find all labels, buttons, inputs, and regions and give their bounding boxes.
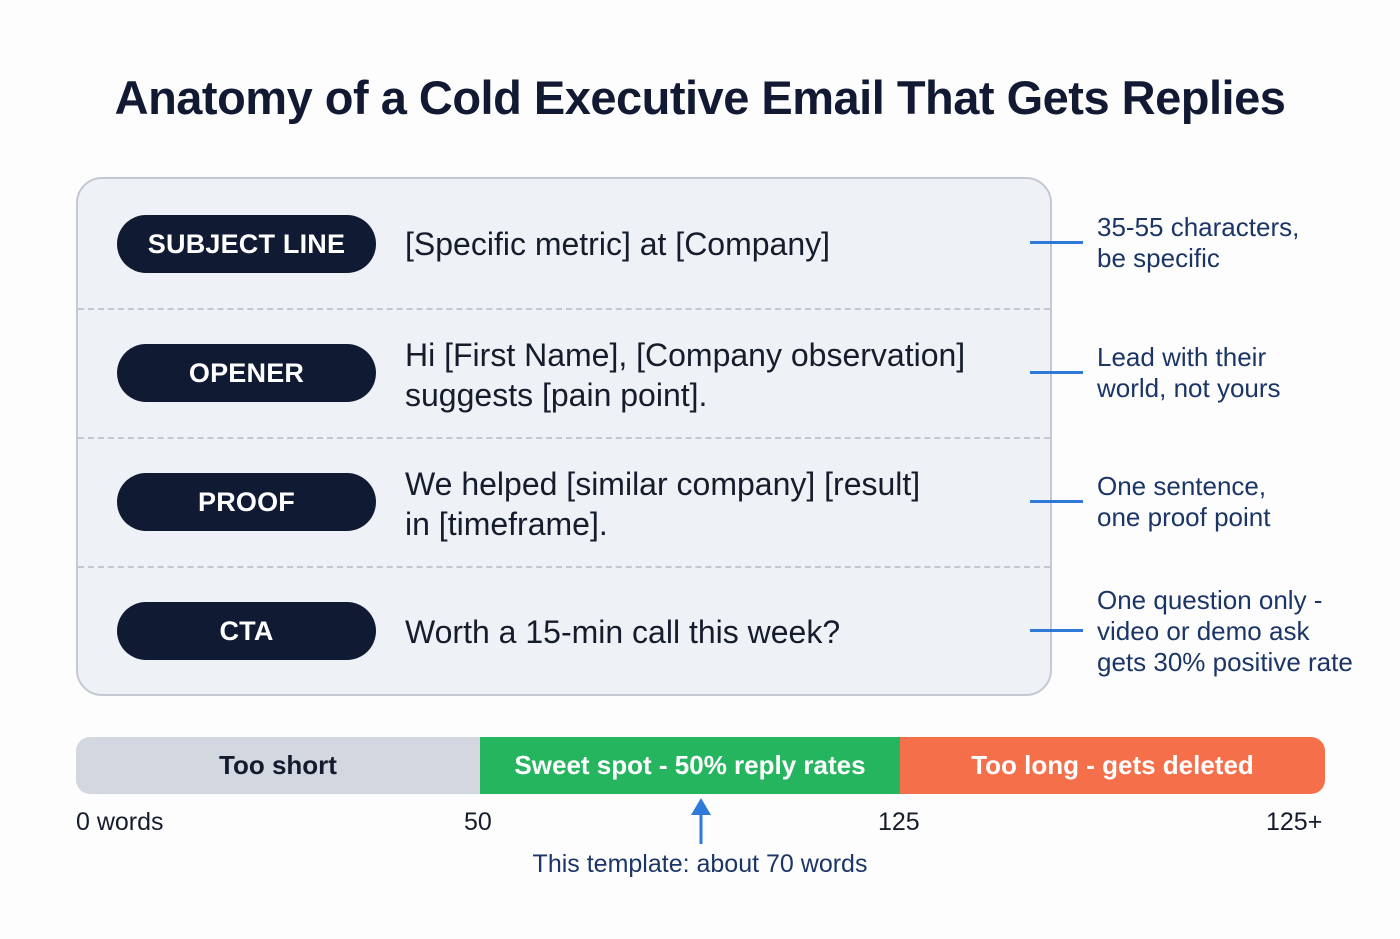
segment-sweet-spot: Sweet spot - 50% reply rates (480, 737, 900, 794)
tick-0-words: 0 words (76, 808, 164, 836)
opener-badge: OPENER (117, 344, 376, 402)
segment-too-long: Too long - gets deleted (900, 737, 1325, 794)
tick-125: 125 (878, 808, 920, 836)
proof-tip: One sentence, one proof point (1097, 471, 1271, 532)
page-title: Anatomy of a Cold Executive Email That G… (114, 71, 1286, 124)
subject-line-text: [Specific metric] at [Company] (405, 226, 831, 262)
arrow-up-icon (691, 798, 711, 844)
segment-too-short: Too short (76, 737, 480, 794)
subject-line-tip: 35-55 characters, be specific (1097, 212, 1300, 273)
email-template-card: SUBJECT LINE [Specific metric] at [Compa… (76, 177, 1052, 696)
callout-connector (1030, 241, 1083, 244)
cta-tip: One question only - video or demo ask ge… (1097, 585, 1353, 677)
tick-50: 50 (464, 808, 492, 836)
cta-text: Worth a 15-min call this week? (405, 614, 841, 650)
section-divider (78, 308, 1050, 310)
opener-tip: Lead with their world, not yours (1097, 342, 1281, 403)
subject-line-badge: SUBJECT LINE (117, 215, 376, 273)
callout-connector (1030, 371, 1083, 374)
section-divider (78, 566, 1050, 568)
cta-badge: CTA (117, 602, 376, 660)
callout-connector (1030, 629, 1083, 632)
callout-connector (1030, 500, 1083, 503)
proof-badge: PROOF (117, 473, 376, 531)
proof-text: We helped [similar company] [result] in … (405, 466, 921, 542)
template-length-label: This template: about 70 words (532, 850, 868, 878)
section-divider (78, 437, 1050, 439)
opener-text: Hi [First Name], [Company observation] s… (405, 337, 966, 413)
tick-125-plus: 125+ (1266, 808, 1323, 836)
